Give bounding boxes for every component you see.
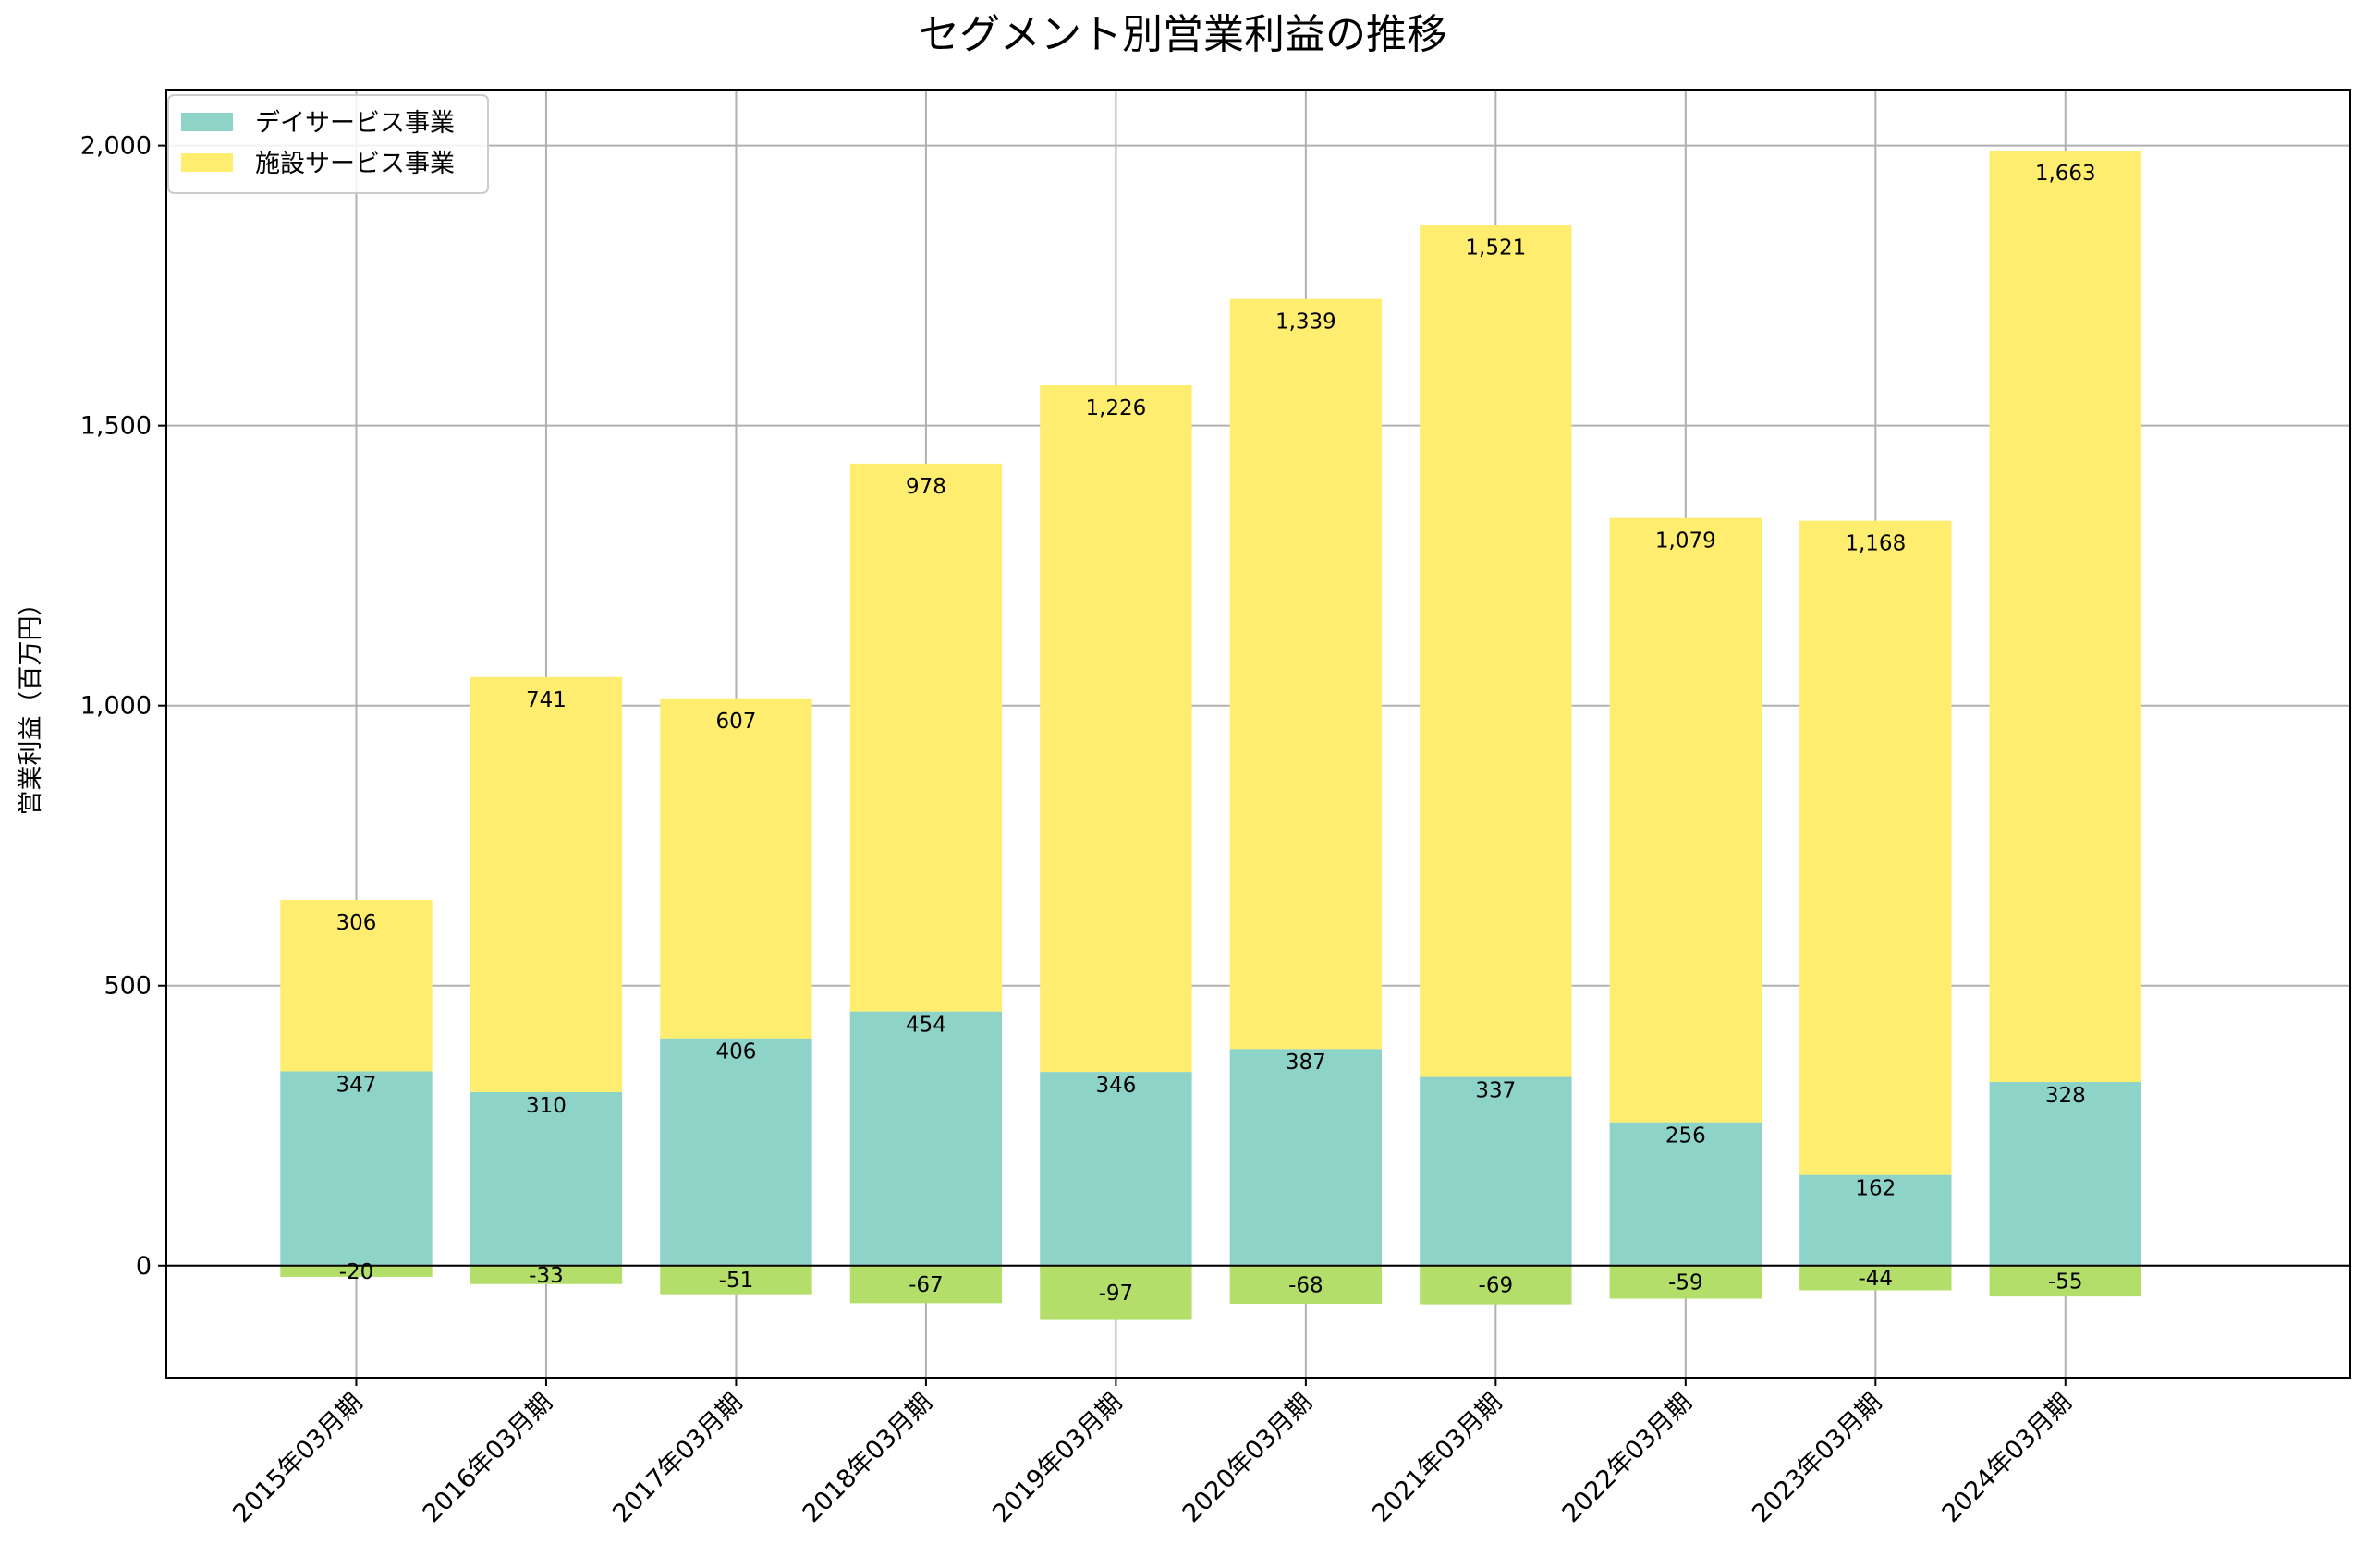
data-label-day-service: 406 bbox=[715, 1040, 756, 1064]
bar-day-service bbox=[660, 1038, 812, 1266]
bar-day-service bbox=[280, 1071, 433, 1266]
data-label-negative-segment: -68 bbox=[1288, 1273, 1323, 1297]
data-label-negative-segment: -51 bbox=[719, 1269, 754, 1293]
bar-facility-service bbox=[1229, 298, 1383, 1050]
data-label-facility-service: 607 bbox=[715, 710, 756, 734]
data-label-negative-segment: -67 bbox=[909, 1273, 944, 1297]
data-label-facility-service: 741 bbox=[526, 688, 567, 712]
bar-negative-segment bbox=[660, 1265, 812, 1295]
bar-negative-segment bbox=[1989, 1265, 2141, 1297]
bar-negative-segment bbox=[1229, 1265, 1383, 1304]
data-label-negative-segment: -20 bbox=[339, 1260, 374, 1284]
bar-day-service bbox=[1229, 1049, 1383, 1266]
bar-day-service bbox=[849, 1011, 1003, 1266]
bar-facility-service bbox=[1989, 151, 2141, 1082]
data-label-day-service: 328 bbox=[2045, 1084, 2086, 1108]
y-tick-label: 500 bbox=[104, 972, 152, 1001]
bar-negative-segment bbox=[849, 1265, 1003, 1304]
plot-frame bbox=[165, 89, 2351, 1379]
data-label-day-service: 347 bbox=[336, 1073, 377, 1097]
bars bbox=[280, 151, 2141, 1320]
chart-title: セグメント別営業利益の推移 bbox=[919, 11, 1447, 58]
bar-negative-segment bbox=[1799, 1265, 1952, 1291]
data-label-facility-service: 1,168 bbox=[1845, 532, 1906, 556]
legend-swatch bbox=[181, 113, 233, 131]
legend-swatch bbox=[181, 153, 233, 172]
bar-facility-service bbox=[1609, 517, 1762, 1123]
bar-negative-segment bbox=[280, 1265, 433, 1277]
bar-day-service bbox=[1799, 1174, 1952, 1266]
data-label-facility-service: 306 bbox=[336, 911, 377, 935]
data-label-facility-service: 1,521 bbox=[1465, 237, 1526, 261]
bar-day-service bbox=[1609, 1122, 1762, 1266]
data-label-day-service: 256 bbox=[1665, 1124, 1706, 1149]
data-label-day-service: 346 bbox=[1095, 1074, 1136, 1098]
bar-facility-service bbox=[470, 676, 623, 1092]
data-label-negative-segment: -69 bbox=[1479, 1274, 1514, 1298]
legend-label: デイサービス事業 bbox=[255, 109, 455, 138]
data-label-day-service: 310 bbox=[526, 1094, 567, 1118]
bar-facility-service bbox=[1799, 520, 1952, 1175]
bar-facility-service bbox=[849, 463, 1003, 1012]
bar-negative-segment bbox=[1420, 1265, 1572, 1305]
y-tick-label: 0 bbox=[136, 1252, 152, 1281]
bar-negative-segment bbox=[470, 1265, 623, 1284]
bar-day-service bbox=[1040, 1072, 1192, 1266]
data-label-facility-service: 1,339 bbox=[1275, 310, 1336, 334]
data-label-day-service: 454 bbox=[906, 1014, 946, 1038]
bar-facility-service bbox=[1420, 225, 1572, 1077]
data-label-negative-segment: -59 bbox=[1668, 1271, 1703, 1295]
bar-day-service bbox=[1420, 1076, 1572, 1266]
data-label-negative-segment: -55 bbox=[2048, 1270, 2083, 1294]
y-axis: 0 500 1,000 1,500 2,000 bbox=[80, 132, 166, 1281]
y-tick-label: 1,000 bbox=[80, 692, 152, 721]
bar-facility-service bbox=[660, 698, 812, 1039]
legend-box bbox=[167, 94, 489, 194]
data-label-day-service: 387 bbox=[1286, 1051, 1326, 1075]
bar-negative-segment bbox=[1040, 1265, 1192, 1320]
bar-negative-segment bbox=[1609, 1265, 1762, 1299]
data-label-facility-service: 978 bbox=[906, 475, 946, 499]
y-axis-label: 営業利益（百万円） bbox=[17, 591, 45, 816]
bar-day-service bbox=[1989, 1081, 2141, 1266]
data-label-facility-service: 1,079 bbox=[1655, 529, 1716, 553]
legend-label: 施設サービス事業 bbox=[255, 150, 455, 178]
data-label-negative-segment: -97 bbox=[1099, 1282, 1134, 1306]
data-label-day-service: 162 bbox=[1855, 1177, 1896, 1201]
bar-day-service bbox=[470, 1091, 623, 1266]
y-tick-label: 2,000 bbox=[80, 132, 152, 161]
data-label-facility-service: 1,663 bbox=[2035, 162, 2096, 186]
data-labels: 347 306 -20 310 741 -33 406 607 -51 454 978 -67 346 1… bbox=[336, 162, 2096, 1306]
bar-facility-service bbox=[280, 900, 433, 1072]
data-label-facility-service: 1,226 bbox=[1085, 396, 1146, 420]
data-label-day-service: 337 bbox=[1475, 1079, 1516, 1103]
bar-facility-service bbox=[1040, 385, 1192, 1073]
y-tick-label: 1,500 bbox=[80, 412, 152, 441]
data-label-negative-segment: -44 bbox=[1859, 1267, 1894, 1291]
data-label-negative-segment: -33 bbox=[529, 1264, 564, 1288]
